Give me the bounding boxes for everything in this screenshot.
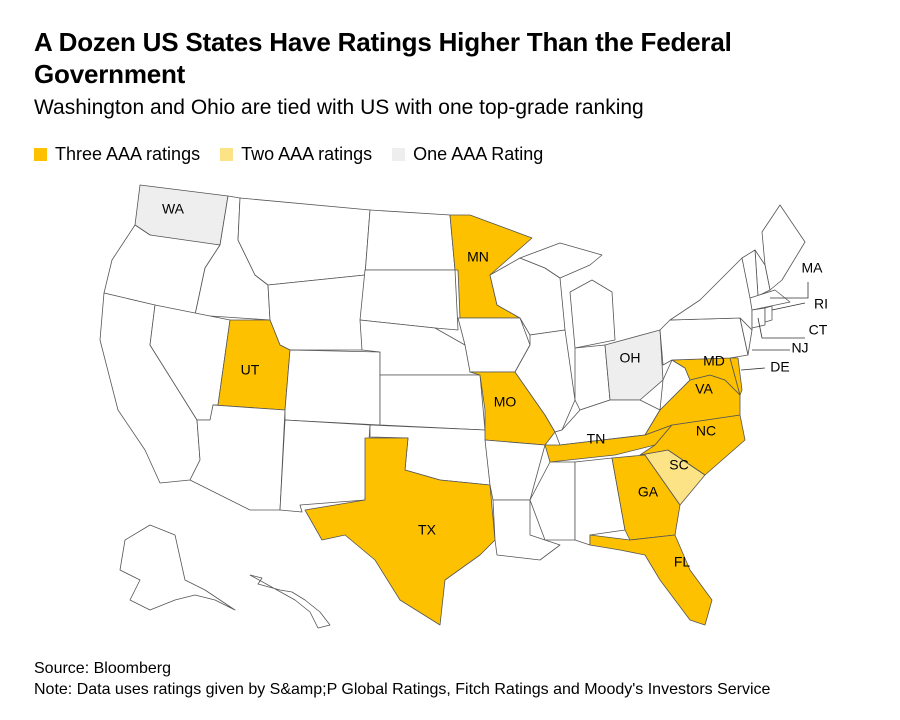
- state-label-de: DE: [770, 359, 789, 375]
- state-nm: [279, 419, 371, 513]
- state-wy: [267, 274, 366, 351]
- legend-swatch-three: [34, 148, 47, 161]
- state-label-nj: NJ: [791, 340, 808, 356]
- leader-line-ma: [770, 282, 809, 299]
- leader-line-ct: [757, 317, 805, 339]
- legend-item-one: One AAA Rating: [392, 144, 543, 165]
- state-ct: [751, 307, 766, 329]
- state-fl: [589, 534, 713, 626]
- state-az: [189, 404, 286, 511]
- legend-label: Two AAA ratings: [241, 144, 373, 164]
- state-label-ga: GA: [638, 484, 659, 500]
- legend: Three AAA ratings Two AAA ratings One AA…: [34, 144, 543, 165]
- state-label-wa: WA: [162, 201, 185, 217]
- state-label-sc: SC: [669, 457, 688, 473]
- state-label-oh: OH: [620, 350, 641, 366]
- chart-subtitle: Washington and Ohio are tied with US wit…: [34, 96, 644, 119]
- leader-line-ri: [771, 302, 806, 311]
- state-mt: [237, 197, 371, 286]
- footnote: Note: Data uses ratings given by S&amp;P…: [34, 681, 771, 698]
- state-label-mo: MO: [494, 394, 517, 410]
- legend-label: Three AAA ratings: [55, 144, 201, 164]
- state-ma: [749, 289, 791, 311]
- state-label-nc: NC: [696, 423, 716, 439]
- state-label-va: VA: [695, 381, 713, 397]
- legend-label: One AAA Rating: [413, 144, 544, 164]
- state-tx: [304, 437, 496, 626]
- state-oh: [604, 329, 664, 401]
- state-label-ut: UT: [241, 362, 260, 378]
- source-note: Source: Bloomberg: [34, 660, 171, 677]
- state-label-fl: FL: [674, 554, 691, 570]
- state-de: [729, 357, 743, 396]
- legend-item-two: Two AAA ratings: [220, 144, 372, 165]
- chart-title: A Dozen US States Have Ratings Higher Th…: [34, 27, 732, 89]
- state-label-mn: MN: [467, 249, 489, 265]
- state-label-ct: CT: [809, 322, 828, 338]
- legend-swatch-one: [392, 148, 406, 161]
- leader-line-de: [740, 367, 766, 371]
- state-mi: [569, 279, 616, 349]
- state-label-md: MD: [703, 353, 725, 369]
- state-label-ri: RI: [814, 296, 828, 312]
- state-label-tn: TN: [587, 431, 606, 447]
- state-nj: [739, 317, 753, 356]
- state-label-ma: MA: [802, 260, 824, 276]
- state-hi: [249, 574, 331, 629]
- state-ak: [119, 524, 236, 611]
- legend-swatch-two: [220, 148, 234, 161]
- state-ri: [764, 305, 773, 323]
- state-ks: [379, 374, 486, 431]
- state-co: [284, 349, 381, 426]
- state-me: [761, 204, 806, 291]
- legend-item-three: Three AAA ratings: [34, 144, 200, 165]
- state-la: [492, 499, 561, 561]
- state-sd: [359, 269, 459, 331]
- state-label-tx: TX: [418, 522, 437, 538]
- state-mi: [519, 242, 603, 279]
- state-nd: [364, 209, 456, 276]
- state-in: [574, 344, 611, 411]
